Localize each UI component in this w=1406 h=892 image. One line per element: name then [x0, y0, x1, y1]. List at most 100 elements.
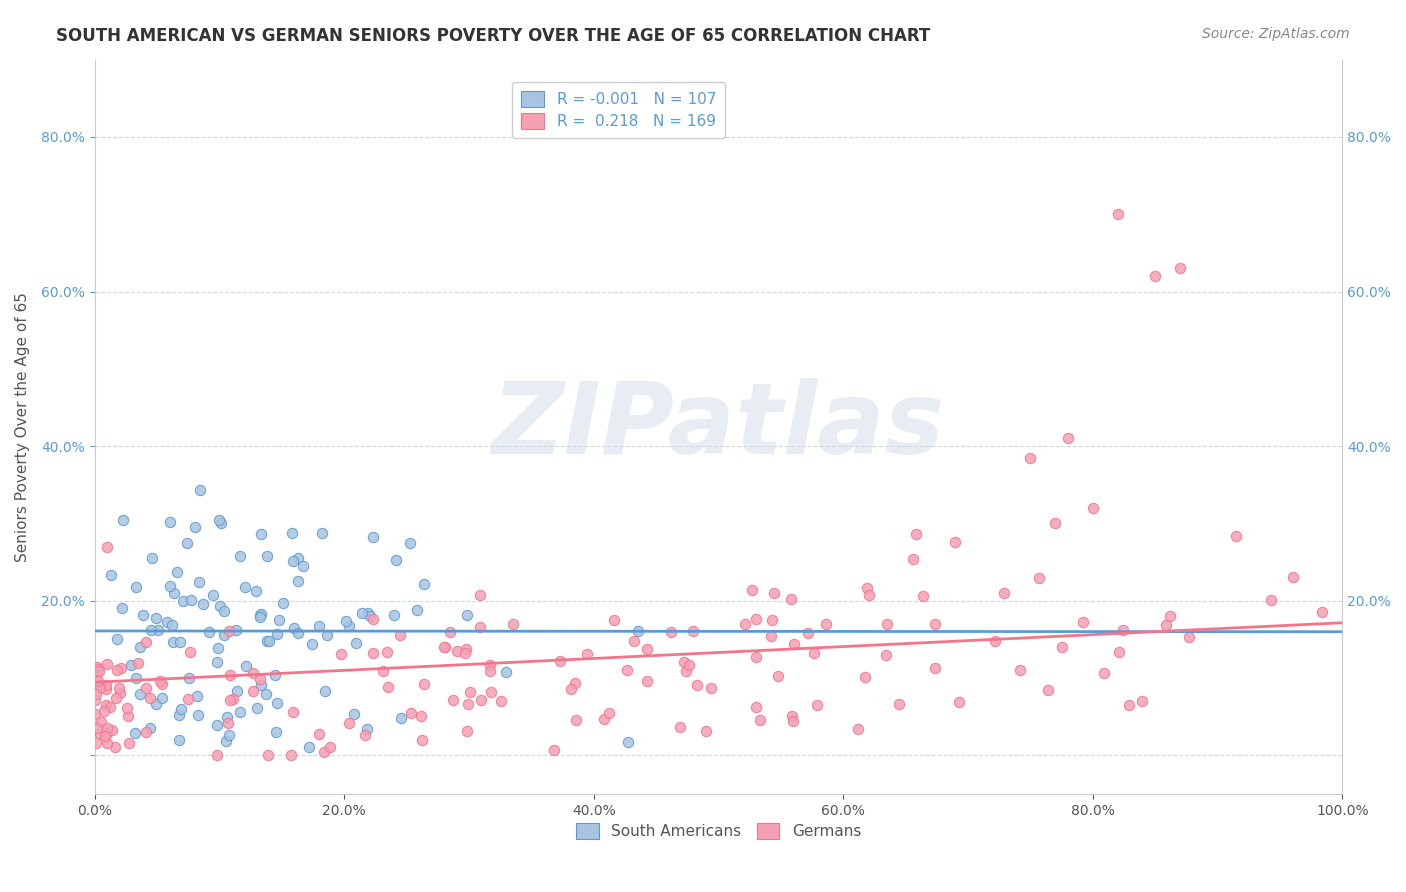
Point: [131, 607, 153, 622]
Point: [491, 694, 513, 708]
Legend: South Americans, Germans: South Americans, Germans: [569, 817, 868, 845]
Point: [156, 615, 179, 629]
Point: [129, 687, 152, 701]
Point: [256, 748, 278, 763]
Point: [636, 674, 658, 689]
Point: [159, 579, 181, 593]
Point: [150, 691, 173, 706]
Point: [209, 516, 232, 530]
Point: [446, 644, 468, 658]
Point: [280, 748, 302, 763]
Point: [744, 612, 766, 626]
Point: [86, 662, 108, 676]
Point: [107, 681, 129, 695]
Point: [214, 628, 236, 642]
Point: [139, 624, 162, 638]
Point: [1282, 570, 1305, 584]
Point: [187, 708, 209, 723]
Point: [361, 530, 384, 544]
Point: [797, 626, 820, 640]
Point: [669, 720, 692, 734]
Point: [782, 714, 804, 728]
Point: [560, 681, 582, 696]
Point: [266, 696, 288, 710]
Point: [100, 567, 122, 582]
Point: [315, 627, 337, 641]
Point: [94, 698, 117, 713]
Point: [686, 678, 709, 692]
Point: [292, 559, 315, 574]
Point: [264, 725, 287, 739]
Point: [186, 689, 208, 703]
Point: [101, 723, 124, 738]
Point: [146, 624, 169, 638]
Point: [636, 641, 658, 656]
Point: [356, 722, 378, 736]
Point: [249, 609, 271, 624]
Point: [1118, 698, 1140, 712]
Point: [221, 691, 243, 706]
Point: [96, 726, 118, 740]
Point: [246, 701, 269, 715]
Point: [84, 706, 107, 721]
Point: [371, 664, 394, 678]
Point: [127, 657, 149, 671]
Point: [470, 588, 492, 602]
Point: [337, 619, 360, 633]
Point: [682, 624, 704, 638]
Point: [124, 671, 146, 685]
Point: [1071, 615, 1094, 629]
Point: [110, 601, 132, 615]
Point: [107, 632, 129, 647]
Point: [280, 526, 302, 541]
Text: Source: ZipAtlas.com: Source: ZipAtlas.com: [1202, 27, 1350, 41]
Point: [301, 637, 323, 651]
Point: [359, 608, 381, 623]
Point: [86, 736, 108, 750]
Point: [479, 664, 502, 678]
Point: [134, 725, 156, 739]
Point: [734, 617, 756, 632]
Point: [598, 706, 620, 720]
Point: [1028, 571, 1050, 585]
Point: [256, 634, 278, 648]
Point: [565, 714, 588, 728]
Point: [1159, 608, 1181, 623]
Point: [105, 663, 128, 677]
Point: [1019, 450, 1042, 465]
Point: [249, 673, 271, 687]
Point: [139, 721, 162, 735]
Point: [135, 635, 157, 649]
Point: [1045, 516, 1067, 531]
Point: [89, 726, 111, 740]
Point: [399, 535, 422, 549]
Point: [145, 611, 167, 625]
Point: [84, 692, 107, 706]
Point: [233, 580, 256, 594]
Point: [87, 674, 110, 689]
Point: [128, 640, 150, 654]
Point: [363, 611, 385, 625]
Point: [170, 702, 193, 716]
Point: [150, 677, 173, 691]
Point: [401, 706, 423, 720]
Point: [1108, 645, 1130, 659]
Point: [1092, 666, 1115, 681]
Point: [406, 603, 429, 617]
Point: [86, 722, 108, 736]
Point: [177, 692, 200, 706]
Point: [205, 748, 228, 763]
Point: [179, 645, 201, 659]
Point: [314, 745, 336, 759]
Point: [575, 647, 598, 661]
Point: [382, 608, 405, 623]
Point: [118, 736, 141, 750]
Text: SOUTH AMERICAN VS GERMAN SENIORS POVERTY OVER THE AGE OF 65 CORRELATION CHART: SOUTH AMERICAN VS GERMAN SENIORS POVERTY…: [56, 27, 931, 45]
Point: [458, 685, 481, 699]
Point: [308, 727, 330, 741]
Point: [411, 733, 433, 747]
Point: [207, 641, 229, 656]
Point: [543, 742, 565, 756]
Point: [627, 624, 650, 639]
Point: [110, 661, 132, 675]
